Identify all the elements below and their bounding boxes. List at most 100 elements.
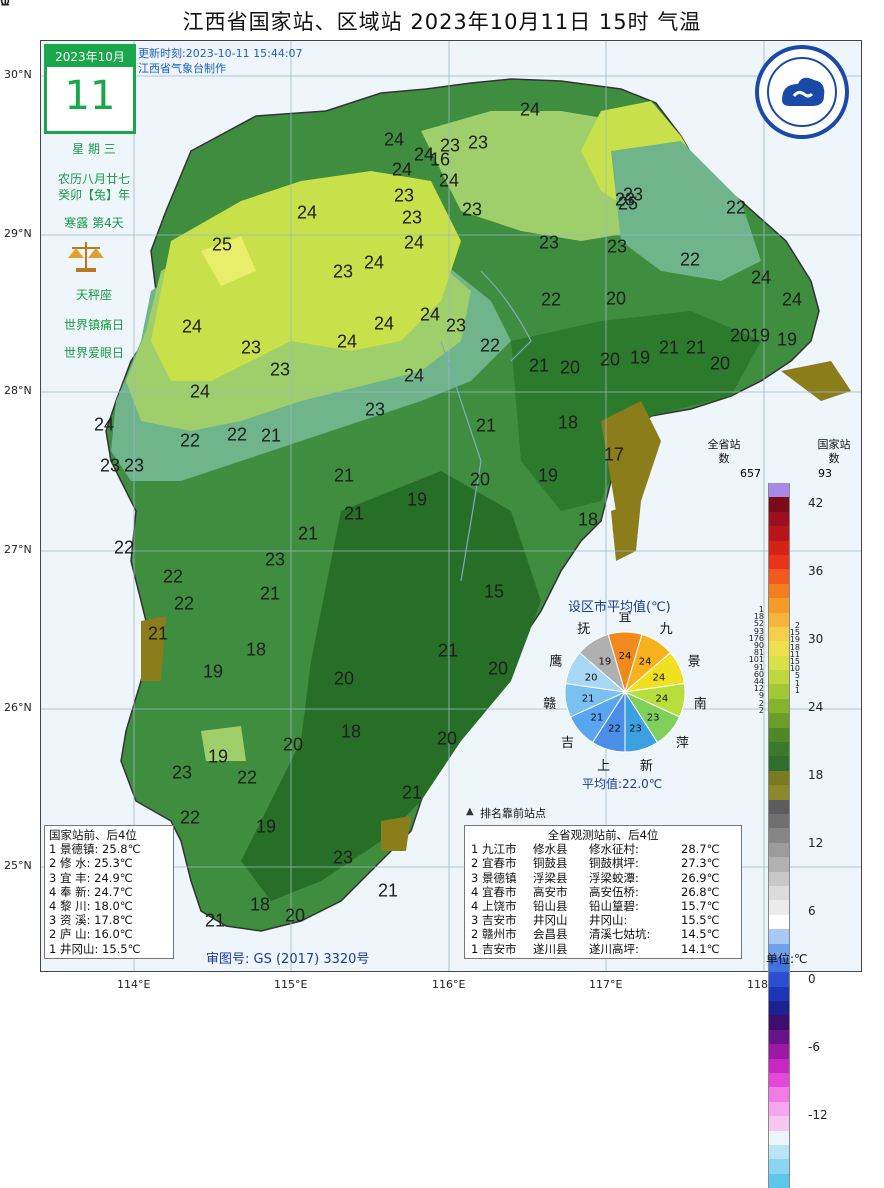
colorbar-segment [768, 1058, 790, 1074]
pie-slice-city: 鹰 [549, 653, 562, 669]
colorbar-segment [768, 986, 790, 1002]
temperature-label: 16 [429, 149, 451, 170]
temperature-label: 22 [162, 566, 184, 587]
lon-label-117: 117°E [589, 978, 623, 991]
event-1: 世界镇痛日 [63, 318, 124, 332]
all-table-cell: 井冈山 [533, 913, 568, 928]
weekday: 星 期 三 [72, 142, 116, 156]
pie-slice-city: 景 [688, 654, 701, 669]
temperature-label: 23 [123, 455, 145, 476]
colorbar-count-national: 15 [789, 628, 800, 638]
colorbar-segment [768, 900, 790, 915]
temperature-label: 20 [487, 658, 509, 679]
all-table-cell: 2 赣州市 [471, 927, 517, 942]
temperature-label: 22 [173, 593, 195, 614]
national-table-row: 2 庐 山: 16.0℃ [49, 927, 133, 942]
temperature-label: 23 [439, 135, 461, 156]
temperature-label: 23 [538, 232, 560, 253]
colorbar-count-total: 91 [753, 662, 764, 672]
city-average-pie: 24 宜 24 九 24 景 24 南 23 萍 23 新 22 上 21 吉 21 赣 20 鹰 19 抚 [543, 612, 706, 774]
colorbar-segment [768, 612, 790, 627]
colorbar-count-total: 9 [758, 691, 764, 701]
colorbar-segment [768, 1015, 790, 1030]
temperature-label: 23 [393, 185, 415, 206]
colorbar-count-total: 60 [753, 669, 764, 679]
colorbar-segment [768, 972, 790, 987]
event-2: 世界爱眼日 [63, 346, 124, 360]
temperature-label: 23 [401, 207, 423, 228]
legend-mark-text: 排名靠前站点 [480, 807, 546, 820]
temperature-label: 19 [207, 746, 229, 767]
libra-icon [66, 236, 106, 276]
colorbar-segment [768, 727, 790, 743]
temperature-label: 21 [0, 0, 10, 11]
colorbar-segment [768, 785, 790, 800]
pie-slice-value: 24 [619, 651, 632, 662]
colorbar-count-total: 2 [758, 698, 764, 708]
colorbar-segment [768, 857, 790, 872]
temperature-label: 19 [537, 465, 559, 486]
all-table-cell: 15.7℃ [681, 899, 720, 914]
temperature-label: 23 [264, 549, 286, 570]
temperature-label: 23 [606, 236, 628, 257]
all-table-row: 3 吉安市 井冈山 井冈山: 15.5℃ [471, 913, 735, 927]
colorbar-value-label: 36 [808, 563, 824, 578]
colorbar-count-total: 93 [753, 626, 764, 636]
colorbar-count-total: 18 [753, 612, 764, 622]
all-table-cell: 遂川县 [533, 941, 568, 956]
temperature-label: 21 [401, 782, 423, 803]
all-table-cell: 15.5℃ [681, 913, 720, 928]
colorbar-count-national: 1 [794, 678, 800, 688]
temperature-label: 21 [377, 880, 399, 901]
colorbar-segment [768, 885, 790, 901]
colorbar-segment [768, 813, 790, 829]
pie-slice-city: 萍 [676, 736, 689, 751]
temperature-label: 19 [749, 325, 771, 346]
colorbar-count-total: 12 [753, 684, 764, 694]
temperature-label: 21 [333, 465, 355, 486]
temperature-label: 23 [171, 762, 193, 783]
colorbar-segment [768, 497, 790, 512]
temperature-label: 23 [99, 455, 121, 476]
pie-slice-city: 上 [597, 759, 610, 774]
colorbar-segment [768, 540, 790, 555]
temperature-label: 21 [437, 640, 459, 661]
temperature-label: 18 [249, 894, 271, 915]
all-table-cell: 3 吉安市 [471, 913, 517, 928]
lon-label-116: 116°E [432, 978, 466, 991]
temperature-label: 20 [729, 325, 751, 346]
temperature-label: 24 [438, 170, 460, 191]
colorbar-segment [768, 483, 790, 498]
all-table-cell: 遂川高坪: [589, 941, 639, 956]
all-table-cell: 铅山篁碧: [589, 899, 639, 914]
colorbar-segment [768, 1044, 790, 1059]
all-table-cell: 铜鼓棋坪: [589, 856, 639, 871]
national-table-row: 3 宜 丰: 24.9℃ [49, 870, 133, 885]
temperature-label: 21 [204, 910, 226, 931]
colorbar-segment [768, 684, 790, 699]
national-table-row: 4 奉 新: 24.7℃ [49, 884, 133, 899]
national-table-row: 3 资 溪: 17.8℃ [49, 913, 133, 928]
colorbar-segment [768, 929, 790, 944]
colorbar-count-total: 101 [748, 655, 764, 665]
colorbar-segment [768, 1101, 790, 1117]
colorbar-count-national: 11 [789, 649, 800, 659]
pie-slice-value: 24 [655, 693, 668, 704]
temperature-label: 24 [181, 316, 203, 337]
temperature-label: 19 [202, 661, 224, 682]
temperature-label: 23 [467, 132, 489, 153]
legend-triangle-icon: ▲ [466, 806, 474, 817]
colorbar-count-total: 176 [748, 633, 764, 643]
all-table-row: 4 宜春市 高安市 高安伍桥: 26.8℃ [471, 885, 735, 899]
temperature-label: 24 [93, 414, 115, 435]
map-title: 江西省国家站、区域站 2023年10月11日 15时 气温 [182, 10, 702, 34]
temperature-label: 23 [445, 315, 467, 336]
colorbar-count-total: 44 [753, 677, 764, 686]
temperature-label: 20 [284, 905, 306, 926]
temperature-label: 23 [240, 337, 262, 358]
jiangxi-meteorology-logo [754, 44, 850, 140]
colorbar-count-total: 90 [753, 641, 764, 650]
colorbar-segment [768, 914, 790, 930]
national-table-row: 2 修 水: 25.3℃ [49, 856, 133, 871]
all-table-cell: 27.3℃ [681, 856, 720, 871]
